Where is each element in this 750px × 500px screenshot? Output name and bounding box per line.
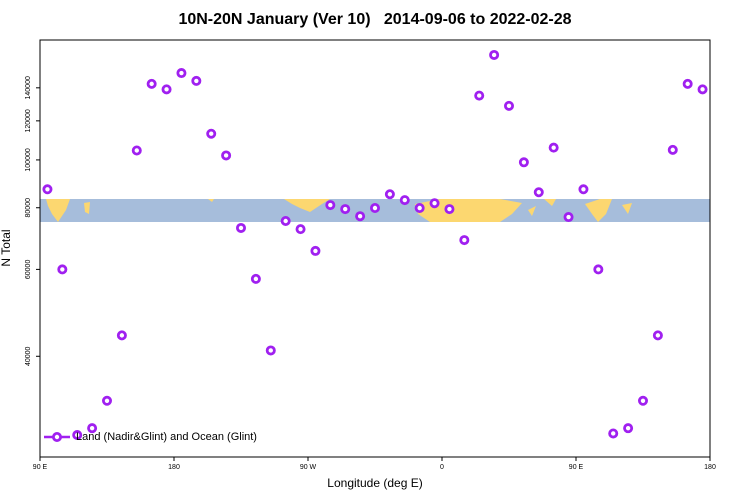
point (608, 428, 619, 439)
point (399, 195, 410, 206)
point (235, 222, 246, 233)
point (652, 330, 663, 341)
point (518, 157, 529, 168)
point (474, 90, 485, 101)
point (623, 423, 634, 434)
y-tick-label: 80000 (25, 198, 32, 218)
point (384, 189, 395, 200)
y-tick-label: 140000 (25, 76, 32, 99)
point (325, 200, 336, 211)
point (355, 211, 366, 222)
point (87, 423, 98, 434)
point (578, 184, 589, 195)
point (667, 144, 678, 155)
point (57, 264, 68, 275)
point (429, 198, 440, 209)
point (638, 395, 649, 406)
point (697, 84, 708, 95)
point (593, 264, 604, 275)
point (563, 212, 574, 223)
point (265, 345, 276, 356)
point (161, 84, 172, 95)
point (444, 204, 455, 215)
x-tick-label: 180 (168, 464, 180, 471)
point (414, 203, 425, 214)
point (295, 224, 306, 235)
point (176, 68, 187, 79)
point (72, 430, 83, 441)
y-tick-label: 100000 (25, 148, 32, 171)
legend-marker (52, 431, 63, 442)
point (548, 142, 559, 153)
point (42, 184, 53, 195)
x-tick-label: 180 (704, 464, 716, 471)
x-axis-label: Longitude (deg E) (327, 476, 422, 490)
legend-label: Land (Nadir&Glint) and Ocean (Glint) (76, 431, 257, 443)
point (146, 78, 157, 89)
y-axis-label: N Total (0, 229, 13, 266)
point (340, 204, 351, 215)
continents (46, 199, 632, 222)
point (280, 216, 291, 227)
point (131, 145, 142, 156)
point (221, 150, 232, 161)
point (369, 203, 380, 214)
point (206, 128, 217, 139)
x-tick-label: 90 E (33, 464, 48, 471)
point (102, 395, 113, 406)
point (250, 273, 261, 284)
point (459, 235, 470, 246)
point (503, 100, 514, 111)
plot-frame (39, 39, 711, 458)
y-tick-label: 120000 (25, 109, 32, 132)
x-tick-label: 0 (440, 464, 444, 471)
x-tick-label: 90 E (569, 464, 584, 471)
point (533, 187, 544, 198)
chart-title: 10N-20N January (Ver 10) 2014-09-06 to 2… (178, 11, 571, 28)
y-tick-label: 60000 (25, 260, 32, 280)
point (682, 78, 693, 89)
y-tick-label: 40000 (25, 346, 32, 366)
point (116, 330, 127, 341)
point (191, 75, 202, 86)
x-tick-label: 90 W (300, 464, 317, 471)
point (310, 245, 321, 256)
point (489, 49, 500, 60)
